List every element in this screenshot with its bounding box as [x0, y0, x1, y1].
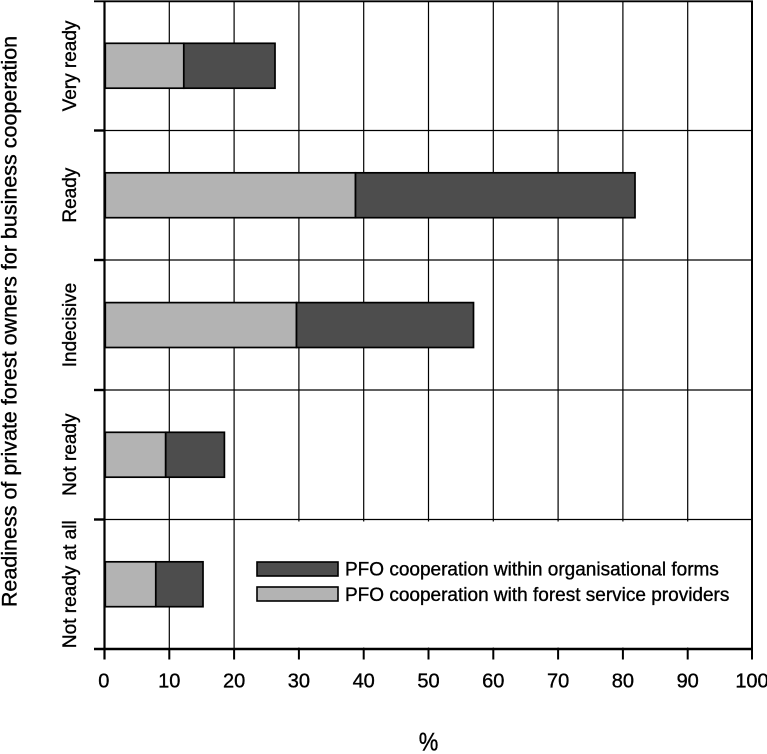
svg-text:PFO cooperation within organis: PFO cooperation within organisational fo… [345, 560, 719, 581]
svg-text:Very ready: Very ready [60, 20, 81, 111]
svg-text:100: 100 [735, 671, 767, 693]
svg-text:90: 90 [677, 671, 699, 693]
svg-text:Indecisive: Indecisive [60, 283, 81, 368]
svg-text:10: 10 [158, 671, 180, 693]
svg-text:Not ready: Not ready [60, 413, 81, 496]
svg-text:20: 20 [223, 671, 245, 693]
svg-text:30: 30 [288, 671, 310, 693]
svg-text:Ready: Ready [60, 167, 81, 222]
svg-text:80: 80 [612, 671, 634, 693]
svg-text:50: 50 [417, 671, 439, 693]
svg-text:0: 0 [98, 671, 109, 693]
svg-text:PFO cooperation with forest se: PFO cooperation with forest service prov… [345, 585, 729, 606]
svg-text:70: 70 [547, 671, 569, 693]
svg-text:Readiness of private forest ow: Readiness of private forest owners for b… [0, 36, 22, 607]
svg-text:40: 40 [353, 671, 375, 693]
svg-text:60: 60 [482, 671, 504, 693]
svg-text:%: % [419, 728, 439, 754]
svg-text:Not ready at all: Not ready at all [60, 520, 81, 648]
